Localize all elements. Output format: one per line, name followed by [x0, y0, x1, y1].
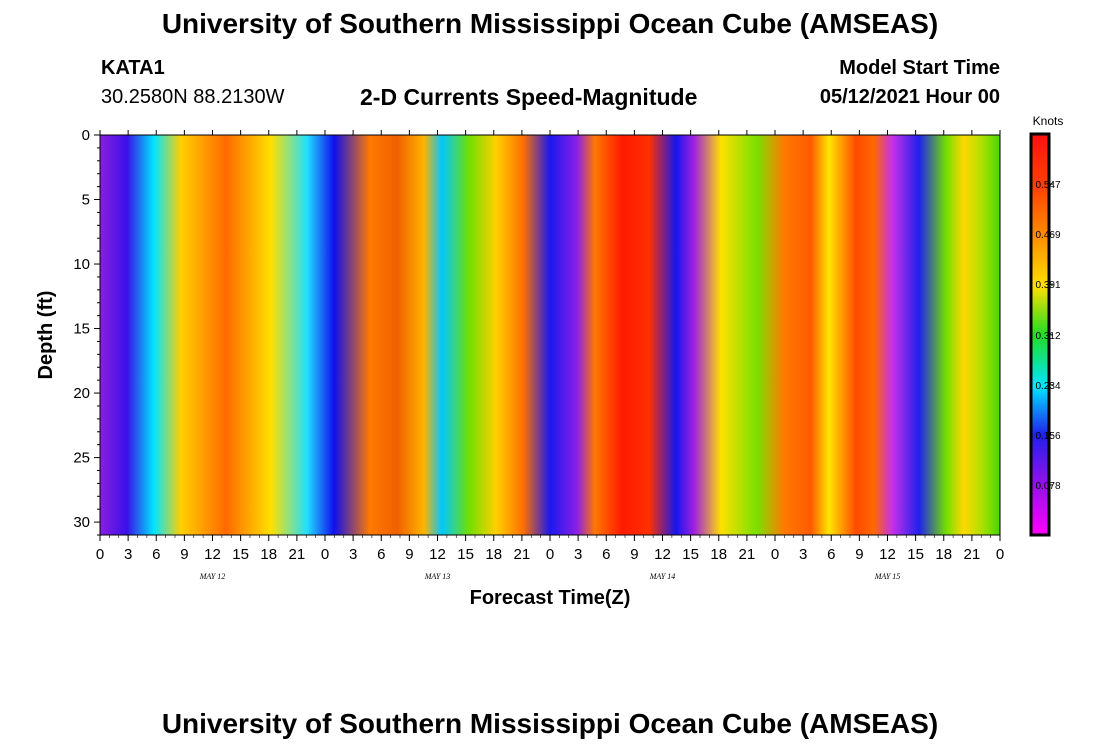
- day-label: MAY 12: [199, 572, 226, 581]
- station-id: KATA1: [101, 57, 165, 79]
- x-tick-label: 18: [935, 546, 952, 563]
- x-tick-label: 9: [630, 546, 638, 563]
- x-tick-label: 21: [739, 546, 756, 563]
- day-label: MAY 14: [649, 572, 676, 581]
- station-coordinates: 30.2580N 88.2130W: [101, 86, 285, 108]
- page-title: University of Southern Mississippi Ocean…: [161, 8, 939, 39]
- x-tick-label: 18: [710, 546, 727, 563]
- x-tick-label: 6: [602, 546, 610, 563]
- model-start-label: Model Start Time: [839, 57, 1000, 79]
- y-axis: 0 5 10 15 20 25 30: [73, 127, 100, 536]
- plot-title: 2-D Currents Speed-Magnitude: [360, 84, 698, 110]
- x-tick-label: 0: [996, 546, 1004, 563]
- colorbar-tick-label: 0.078: [1035, 481, 1060, 492]
- y-tick-label: 0: [82, 127, 90, 144]
- x-tick-label: 21: [289, 546, 306, 563]
- x-tick-label: 9: [405, 546, 413, 563]
- day-label: MAY 15: [874, 572, 901, 581]
- colorbar-tick-label: 0.156: [1035, 431, 1060, 442]
- x-tick-label: 15: [232, 546, 249, 563]
- y-tick-label: 5: [82, 192, 90, 209]
- x-tick-label: 0: [321, 546, 329, 563]
- colorbar-tick-label: 0.391: [1035, 280, 1060, 291]
- x-tick-label: 3: [124, 546, 132, 563]
- x-tick-label: 0: [546, 546, 554, 563]
- y-tick-label: 10: [73, 256, 90, 273]
- x-tick-label: 3: [574, 546, 582, 563]
- colorbar-ticks: 0.547 0.469 0.391 0.312 0.234 0.156 0.078: [1035, 180, 1060, 492]
- x-tick-label: 6: [152, 546, 160, 563]
- x-axis: 0 3 6 9 12 15 18 21 0 3 6 9 12 15 18 21 0 3 6 9 12 15 18 21 0 3 6 9…: [96, 130, 1004, 563]
- x-tick-label: 6: [827, 546, 835, 563]
- colorbar-tick-label: 0.234: [1035, 381, 1060, 392]
- x-tick-label: 9: [855, 546, 863, 563]
- x-tick-label: 12: [654, 546, 671, 563]
- x-tick-label: 12: [204, 546, 221, 563]
- colorbar-unit-label: Knots: [1033, 114, 1064, 128]
- x-tick-label: 0: [96, 546, 104, 563]
- colorbar-tick-label: 0.312: [1035, 331, 1060, 342]
- x-tick-label: 0: [771, 546, 779, 563]
- x-tick-label: 15: [907, 546, 924, 563]
- day-label: MAY 13: [424, 572, 451, 581]
- x-tick-label: 3: [349, 546, 357, 563]
- x-tick-label: 18: [485, 546, 502, 563]
- x-tick-label: 15: [457, 546, 474, 563]
- x-axis-label: Forecast Time(Z): [470, 587, 631, 609]
- x-tick-label: 12: [429, 546, 446, 563]
- y-tick-label: 25: [73, 450, 90, 467]
- x-tick-label: 18: [260, 546, 277, 563]
- x-tick-label: 9: [180, 546, 188, 563]
- colorbar-tick-label: 0.469: [1035, 230, 1060, 241]
- x-tick-label: 12: [879, 546, 896, 563]
- x-tick-label: 21: [964, 546, 981, 563]
- x-tick-label: 3: [799, 546, 807, 563]
- footer-title: University of Southern Mississippi Ocean…: [161, 708, 939, 739]
- y-tick-label: 30: [73, 514, 90, 531]
- y-tick-label: 20: [73, 385, 90, 402]
- colorbar-tick-label: 0.547: [1035, 180, 1060, 191]
- y-tick-label: 15: [73, 321, 90, 338]
- x-tick-label: 6: [377, 546, 385, 563]
- day-labels: MAY 12 MAY 13 MAY 14 MAY 15: [199, 572, 901, 581]
- x-tick-label: 15: [682, 546, 699, 563]
- x-tick-label: 21: [514, 546, 531, 563]
- model-start-time: 05/12/2021 Hour 00: [819, 86, 1000, 108]
- y-axis-label: Depth (ft): [35, 291, 57, 380]
- heatmap-deep-layer: [100, 135, 1000, 535]
